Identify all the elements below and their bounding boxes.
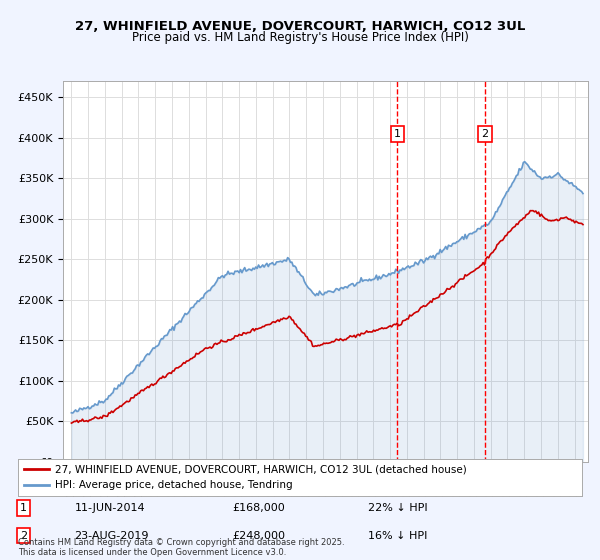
Text: 11-JUN-2014: 11-JUN-2014 [74, 503, 145, 513]
Text: 16% ↓ HPI: 16% ↓ HPI [368, 531, 427, 540]
Text: HPI: Average price, detached house, Tendring: HPI: Average price, detached house, Tend… [55, 480, 292, 491]
Text: 2: 2 [481, 129, 488, 139]
Text: 27, WHINFIELD AVENUE, DOVERCOURT, HARWICH, CO12 3UL: 27, WHINFIELD AVENUE, DOVERCOURT, HARWIC… [75, 20, 525, 32]
Text: Price paid vs. HM Land Registry's House Price Index (HPI): Price paid vs. HM Land Registry's House … [131, 31, 469, 44]
Text: £168,000: £168,000 [232, 503, 285, 513]
Text: 23-AUG-2019: 23-AUG-2019 [74, 531, 149, 540]
Text: £248,000: £248,000 [232, 531, 286, 540]
Text: 1: 1 [394, 129, 401, 139]
Text: 2: 2 [20, 531, 27, 540]
Text: 27, WHINFIELD AVENUE, DOVERCOURT, HARWICH, CO12 3UL (detached house): 27, WHINFIELD AVENUE, DOVERCOURT, HARWIC… [55, 464, 466, 474]
Text: 22% ↓ HPI: 22% ↓ HPI [368, 503, 427, 513]
Text: Contains HM Land Registry data © Crown copyright and database right 2025.
This d: Contains HM Land Registry data © Crown c… [18, 538, 344, 557]
Text: 1: 1 [20, 503, 27, 513]
